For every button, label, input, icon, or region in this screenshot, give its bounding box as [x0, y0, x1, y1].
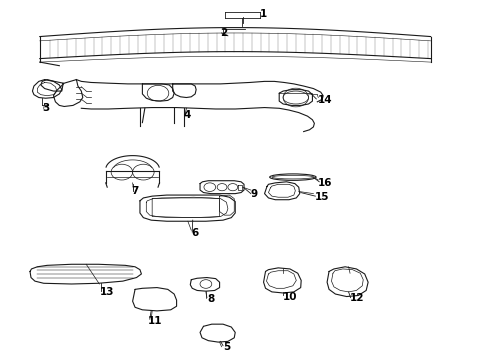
Text: 12: 12 [350, 293, 365, 303]
Text: 14: 14 [318, 95, 332, 105]
Text: 3: 3 [42, 103, 49, 113]
Text: 10: 10 [283, 292, 297, 302]
Text: 2: 2 [220, 28, 228, 38]
Text: 16: 16 [318, 178, 333, 188]
Text: 13: 13 [99, 287, 114, 297]
Text: 15: 15 [315, 192, 329, 202]
Text: 8: 8 [207, 294, 214, 304]
Text: 11: 11 [148, 316, 163, 325]
Text: 5: 5 [223, 342, 230, 352]
Text: 7: 7 [132, 186, 139, 197]
Text: 6: 6 [191, 228, 198, 238]
Text: 9: 9 [251, 189, 258, 199]
Text: 1: 1 [260, 9, 267, 19]
Text: 4: 4 [184, 110, 191, 120]
